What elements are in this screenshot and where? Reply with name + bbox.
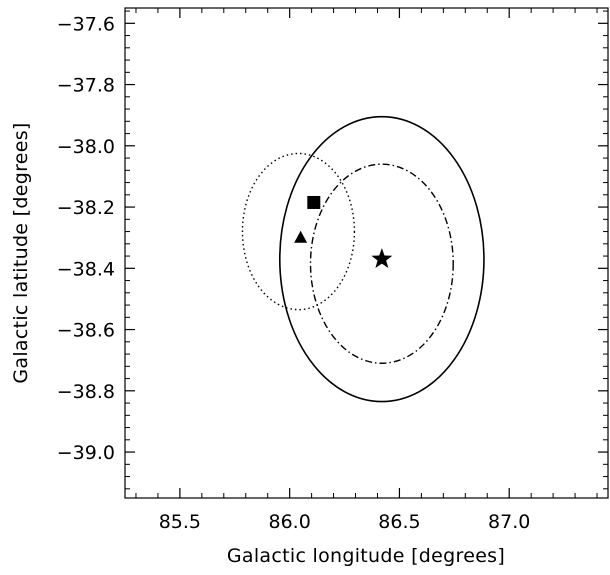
star-marker — [371, 248, 393, 269]
solid-circle — [278, 115, 485, 403]
y-tick-label: −37.6 — [57, 13, 115, 35]
x-axis-title: Galactic longitude [degrees] — [227, 545, 505, 567]
square-marker — [307, 195, 321, 209]
dotted-circle — [241, 152, 356, 311]
y-tick-label: −38.4 — [57, 258, 115, 280]
y-tick-label: −38.8 — [57, 381, 115, 403]
x-tick-label: 85.5 — [159, 511, 201, 533]
region-circles — [241, 115, 485, 403]
y-tick-label: −38.6 — [57, 320, 115, 342]
y-tick-label: −38.0 — [57, 136, 115, 158]
source-markers — [294, 195, 393, 269]
triangle-marker — [294, 230, 308, 243]
y-axis-title: Galactic latitude [degrees] — [10, 122, 32, 383]
y-tick-label: −39.0 — [57, 442, 115, 464]
x-tick-label: 87.0 — [488, 511, 530, 533]
x-tick-label: 86.0 — [269, 511, 311, 533]
y-tick-label: −38.2 — [57, 197, 115, 219]
axis-ticks: 85.5 86.0 86.5 87.0 −37.6 −37.8 −38.0 −38.2 −38.… — [57, 8, 608, 533]
plot-frame — [124, 7, 609, 499]
dash-dot-circle — [309, 163, 454, 364]
y-tick-label: −37.8 — [57, 75, 115, 97]
x-tick-label: 86.5 — [378, 511, 420, 533]
